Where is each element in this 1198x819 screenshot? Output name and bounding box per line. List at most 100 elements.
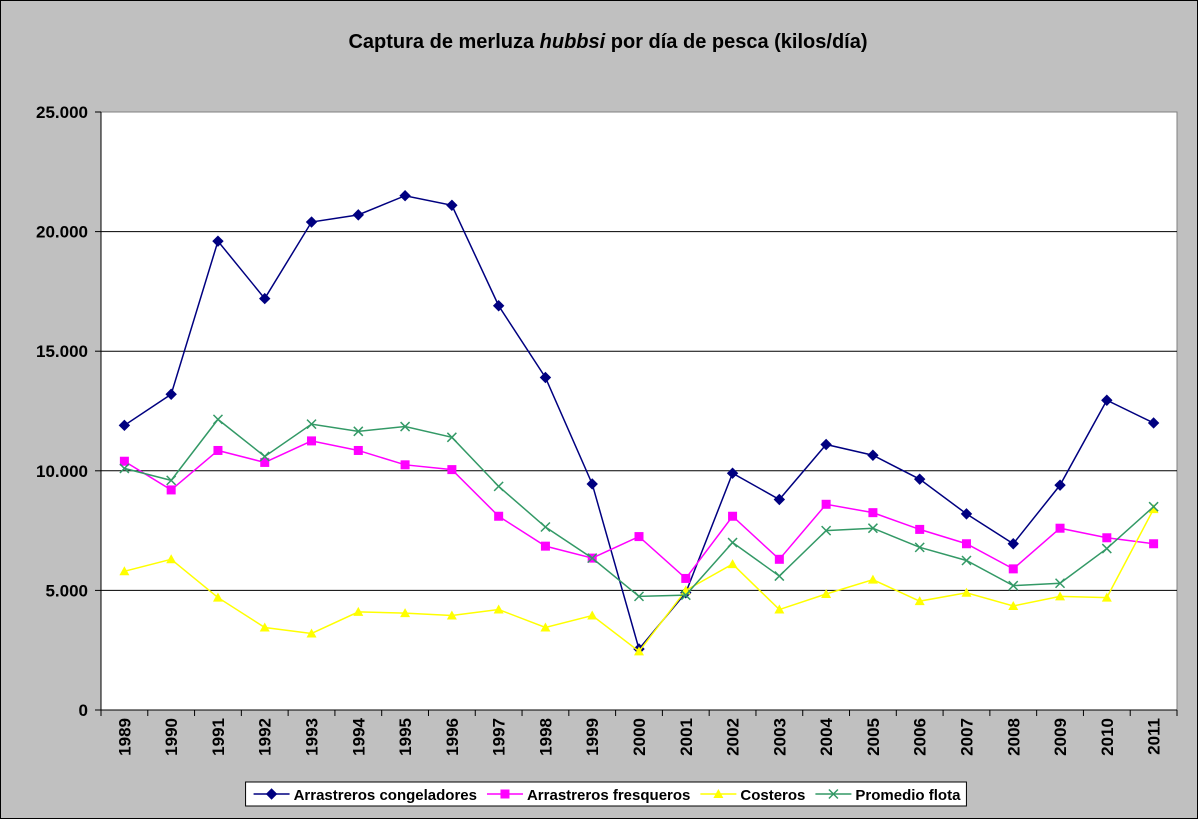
data-point <box>353 606 364 616</box>
data-point <box>961 587 972 597</box>
legend: Arrastreros congeladores Arrastreros fres… <box>245 781 967 807</box>
data-point <box>867 574 878 584</box>
x-tick-label: 1995 <box>396 718 415 756</box>
data-point <box>212 414 223 425</box>
data-point <box>1008 580 1019 591</box>
data-point <box>540 541 550 551</box>
legend-label: Costeros <box>740 787 805 804</box>
data-point <box>821 525 832 536</box>
legend-label: Arrastreros congeladores <box>294 787 477 804</box>
data-point <box>586 478 598 490</box>
data-point <box>1007 538 1019 550</box>
data-point <box>446 432 457 443</box>
y-tick-label: 0 <box>79 701 88 720</box>
data-point <box>728 511 738 521</box>
x-tick-label: 2005 <box>864 718 883 756</box>
data-point <box>587 610 598 620</box>
data-point <box>634 532 644 542</box>
data-point <box>820 438 832 451</box>
data-point <box>587 553 598 564</box>
data-point <box>540 521 551 533</box>
data-point <box>166 475 177 486</box>
x-tick-label: 2004 <box>817 717 836 755</box>
data-point <box>119 566 130 576</box>
data-point <box>494 511 504 521</box>
data-point <box>727 559 738 569</box>
data-point <box>493 604 504 614</box>
data-point <box>400 460 410 470</box>
x-tick-label: 1994 <box>349 717 368 755</box>
data-point <box>119 456 129 466</box>
legend-item: Arrastreros fresqueros <box>486 787 690 804</box>
x-tick-label: 2007 <box>957 718 976 756</box>
data-point <box>821 588 832 598</box>
data-point <box>446 610 457 620</box>
data-point <box>212 592 223 602</box>
data-point <box>166 554 177 564</box>
x-tick-label: 1989 <box>115 718 134 756</box>
data-point <box>212 235 224 247</box>
data-point <box>1054 479 1066 491</box>
data-point <box>867 523 878 534</box>
data-point <box>774 554 784 564</box>
data-point <box>259 451 270 462</box>
legend-marker <box>265 788 278 800</box>
legend-label: Promedio flota <box>855 787 961 804</box>
data-point <box>165 388 177 400</box>
data-point <box>961 555 972 566</box>
data-point <box>1101 394 1113 406</box>
data-point <box>913 473 926 485</box>
x-tick-label: 1991 <box>209 718 228 756</box>
data-point <box>1008 564 1018 574</box>
y-tick-label: 5.000 <box>45 581 88 600</box>
data-point <box>1102 533 1112 543</box>
data-point <box>446 199 458 211</box>
data-point <box>774 571 785 582</box>
chart-title: Captura de merluza hubbsi por día de pes… <box>348 31 867 53</box>
x-tick-label: 1992 <box>256 718 275 756</box>
legend-item: Costeros <box>700 787 805 804</box>
x-tick-label: 1996 <box>443 718 462 756</box>
x-tick-label: 2008 <box>1004 718 1023 756</box>
data-point <box>1008 600 1019 610</box>
x-tick-label: 1997 <box>490 718 509 756</box>
data-point <box>166 485 176 495</box>
data-point <box>259 622 270 632</box>
x-tick-label: 1990 <box>162 718 181 756</box>
data-point <box>353 445 363 455</box>
data-point <box>1101 592 1112 602</box>
data-point <box>118 419 131 432</box>
data-point <box>213 445 223 455</box>
data-point <box>353 426 364 437</box>
data-point <box>960 508 973 520</box>
title-part: por día de pesca (kilos/día) <box>605 31 867 53</box>
legend-item: Promedio flota <box>815 787 961 804</box>
data-point <box>773 493 786 506</box>
legend-marker <box>713 789 724 798</box>
x-tick-label: 2010 <box>1098 718 1117 756</box>
x-tick-label: 2011 <box>1145 718 1164 755</box>
legend-marker <box>828 788 839 800</box>
data-point <box>307 436 317 446</box>
plot-area <box>100 111 1178 711</box>
data-point <box>400 608 411 618</box>
data-point <box>680 590 691 601</box>
x-tick-label: 2002 <box>724 718 743 756</box>
data-point <box>493 481 504 492</box>
x-tick-label: 2000 <box>630 718 649 756</box>
data-point <box>633 591 645 602</box>
data-point <box>399 190 411 202</box>
data-point <box>400 421 411 432</box>
data-point <box>1148 504 1159 514</box>
data-point <box>1148 501 1159 512</box>
data-point <box>914 542 925 553</box>
data-point <box>1147 417 1160 429</box>
data-point <box>1101 543 1112 554</box>
data-point <box>1055 578 1066 589</box>
data-point <box>306 628 317 638</box>
title-part: Captura de merluza <box>348 31 539 53</box>
x-tick-label: 2009 <box>1051 718 1070 756</box>
data-point <box>774 604 785 614</box>
y-tick-label: 15.000 <box>36 342 88 361</box>
data-point <box>821 499 831 509</box>
